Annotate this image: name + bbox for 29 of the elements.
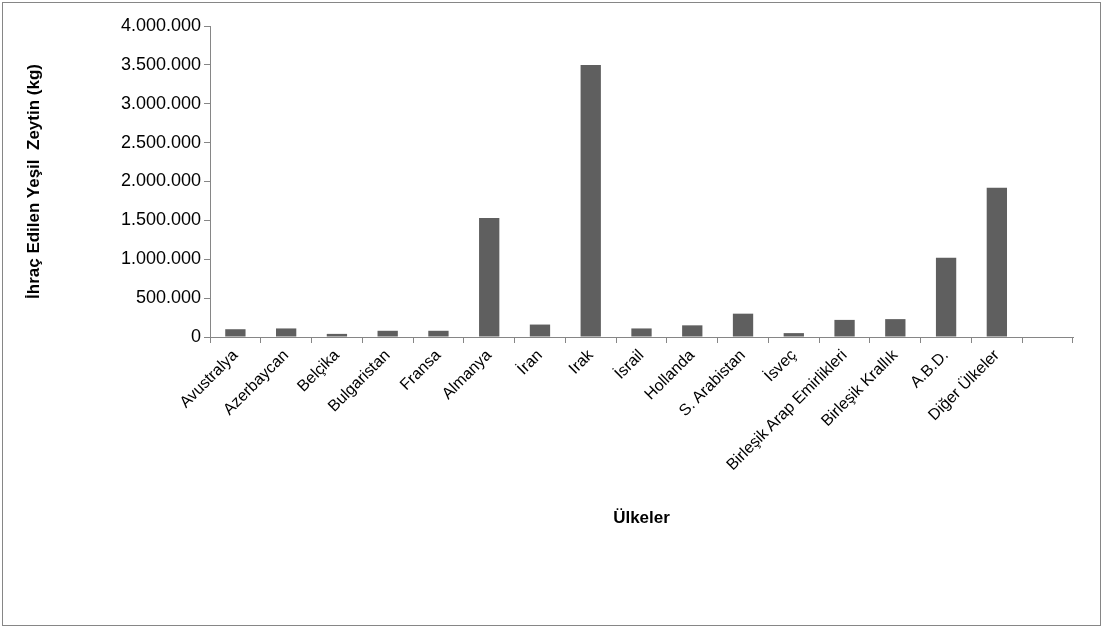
bar [225,329,246,337]
bar [885,319,906,337]
bar [631,328,652,337]
bar [986,187,1008,337]
bar [529,324,551,337]
y-tick-label: 0 [190,325,201,346]
y-tick-label: 1.500.000 [120,209,201,230]
y-tick-label: 3.000.000 [120,92,201,113]
y-tick-label: 3.500.000 [120,53,201,74]
bar [732,313,754,337]
y-axis-title: İhraç Edilen Yeşil Zeytin (kg) [23,64,43,299]
y-tick-label: 2.500.000 [120,131,201,152]
x-axis-title: Ülkeler [613,508,671,528]
y-tick-label: 500.000 [135,287,201,308]
bar [834,319,855,337]
bar [580,64,601,337]
y-tick-label: 2.000.000 [120,170,201,191]
y-tick-label: 1.000.000 [120,248,201,269]
bar [479,218,500,337]
bar [326,333,348,337]
bar [935,257,957,337]
bar [682,325,703,337]
bar [783,333,804,337]
x-tick-label: İran [512,345,546,378]
x-tick-label: Irak [565,345,597,377]
y-tick-label: 4.000.000 [120,14,201,35]
bar [377,330,398,337]
bar [275,328,297,337]
bar [428,330,449,337]
